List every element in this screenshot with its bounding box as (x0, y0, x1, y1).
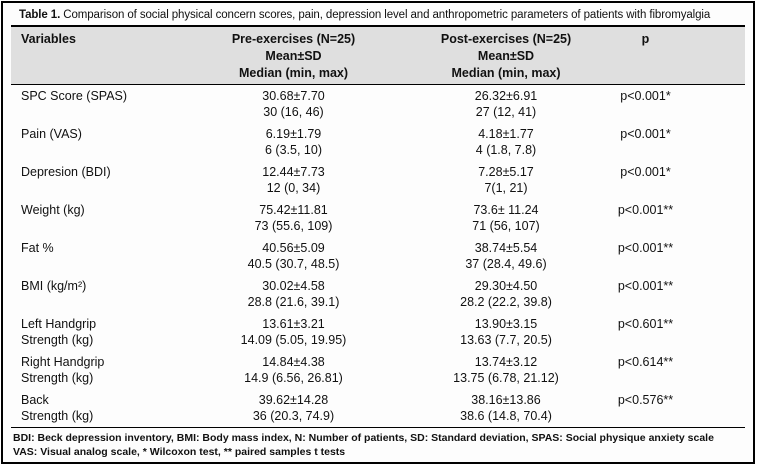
table-content: Table 1. Comparison of social physical c… (11, 3, 745, 463)
row-variable-line2 (21, 104, 181, 120)
cell-pre-median: 30 (16, 46) (263, 105, 324, 119)
cell-post-mean: 73.6± 11.24 (473, 203, 539, 217)
table-row: Weight (kg) 75.42±11.81 73 (55.6, 109) 7… (11, 199, 745, 237)
cell-p-value: p<0.001** (617, 241, 674, 255)
table-row: Depresion (BDI) 12.44±7.73 12 (0, 34) 7.… (11, 161, 745, 199)
cell-pre-median: 12 (0, 34) (266, 181, 321, 195)
cell-p-value: p<0.576** (617, 393, 674, 407)
cell-post-median: 27 (12, 41) (475, 105, 537, 119)
cell-p-value: p<0.001** (617, 279, 674, 293)
row-variable: Right Handgrip (21, 355, 105, 369)
cell-pre-mean: 40.56±5.09 (262, 241, 325, 255)
table-row: Right Handgrip Strength (kg) 14.84±4.38 … (11, 351, 745, 389)
cell-p-value: p<0.601** (617, 317, 674, 331)
cell-post-mean: 29.30±4.50 (474, 279, 538, 293)
cell-post-mean: 38.74±5.54 (474, 241, 538, 255)
table-row: Fat % 40.56±5.09 40.5 (30.7, 48.5) 38.74… (11, 237, 745, 275)
header-pre-meansd: Mean±SD (265, 49, 322, 63)
cell-post-mean: 13.74±3.12 (474, 355, 538, 369)
cell-post-median: 37 (28.4, 49.6) (465, 257, 547, 271)
header-variables: Variables (21, 32, 76, 46)
table-row: Back Strength (kg) 39.62±14.28 36 (20.3,… (11, 389, 745, 427)
cell-p-value: p<0.614** (617, 355, 674, 369)
row-variable: Pain (VAS) (21, 127, 82, 141)
cell-post-median: 13.75 (6.78, 21.12) (453, 371, 559, 385)
cell-post-median: 13.63 (7.7, 20.5) (460, 333, 552, 347)
cell-pre-median: 14.9 (6.56, 26.81) (244, 371, 343, 385)
cell-post-median: 28.2 (22.2, 39.8) (460, 295, 552, 309)
header-pre-exercises: Pre-exercises (N=25) Mean±SD Median (min… (181, 31, 406, 82)
header-pre-title: Pre-exercises (N=25) (231, 32, 356, 46)
cell-pre-median: 40.5 (30.7, 48.5) (247, 257, 340, 271)
header-p-value: p (641, 32, 650, 46)
cell-post-median: 7(1, 21) (484, 181, 528, 195)
cell-pre-mean: 75.42±11.81 (259, 203, 328, 217)
row-variable: Fat % (21, 241, 54, 255)
cell-post-median: 71 (56, 107) (472, 219, 540, 233)
cell-pre-median: 73 (55.6, 109) (254, 219, 333, 233)
cell-pre-mean: 39.62±14.28 (258, 393, 329, 407)
cell-pre-mean: 14.84±4.38 (262, 355, 325, 369)
cell-pre-median: 28.8 (21.6, 39.1) (247, 295, 340, 309)
table-footnotes: BDI: Beck depression inventory, BMI: Bod… (11, 427, 745, 463)
cell-post-mean: 7.28±5.17 (478, 165, 534, 179)
table-number-label: Table 1. (19, 9, 61, 21)
cell-post-mean: 4.18±1.77 (478, 127, 534, 141)
table-row: Left Handgrip Strength (kg) 13.61±3.21 1… (11, 313, 745, 351)
row-variable: BMI (kg/m²) (21, 279, 87, 293)
cell-p-value: p<0.001* (620, 165, 671, 179)
table-title-text: Comparison of social physical concern sc… (63, 9, 711, 21)
row-variable-line2 (21, 256, 181, 272)
cell-pre-mean: 13.61±3.21 (262, 317, 325, 331)
table-title: Table 1. Comparison of social physical c… (11, 3, 745, 27)
cell-post-mean: 38.16±13.86 (471, 393, 541, 407)
footnote-abbreviations: BDI: Beck depression inventory, BMI: Bod… (13, 432, 714, 444)
row-variable: Weight (kg) (21, 203, 85, 217)
table-row: SPC Score (SPAS) 30.68±7.70 30 (16, 46) … (11, 85, 745, 123)
row-variable-line2 (21, 180, 181, 196)
row-variable-line2 (21, 218, 181, 234)
cell-pre-median: 36 (20.3, 74.9) (252, 409, 335, 423)
cell-post-median: 38.6 (14.8, 70.4) (460, 409, 552, 423)
header-pre-median: Median (min, max) (238, 66, 349, 80)
cell-pre-mean: 30.68±7.70 (262, 89, 325, 103)
footnote-tests: VAS: Visual analog scale, * Wilcoxon tes… (13, 446, 346, 458)
cell-pre-mean: 6.19±1.79 (265, 127, 322, 141)
header-post-median: Median (min, max) (451, 66, 561, 80)
row-variable-line2 (21, 142, 181, 158)
table-header-row: Variables Pre-exercises (N=25) Mean±SD M… (11, 27, 745, 85)
row-variable-line2: Strength (kg) (21, 409, 94, 423)
row-variable-line2 (21, 294, 181, 310)
cell-p-value: p<0.001* (620, 127, 671, 141)
cell-pre-median: 14.09 (5.05, 19.95) (240, 333, 347, 347)
header-post-meansd: Mean±SD (477, 49, 535, 63)
cell-post-mean: 26.32±6.91 (474, 89, 538, 103)
row-variable: SPC Score (SPAS) (21, 89, 128, 103)
row-variable: Left Handgrip (21, 317, 97, 331)
cell-post-median: 4 (1.8, 7.8) (475, 143, 537, 157)
cell-post-mean: 13.90±3.15 (474, 317, 538, 331)
header-post-exercises: Post-exercises (N=25) Mean±SD Median (mi… (406, 31, 606, 82)
row-variable: Back (21, 393, 49, 407)
row-variable: Depresion (BDI) (21, 165, 111, 179)
cell-pre-mean: 30.02±4.58 (262, 279, 325, 293)
cell-pre-median: 6 (3.5, 10) (265, 143, 322, 157)
row-variable-line2: Strength (kg) (21, 371, 94, 385)
table-row: Pain (VAS) 6.19±1.79 6 (3.5, 10) 4.18±1.… (11, 123, 745, 161)
header-post-title: Post-exercises (N=25) (440, 32, 572, 46)
cell-p-value: p<0.001** (617, 203, 674, 217)
cell-pre-mean: 12.44±7.73 (262, 165, 325, 179)
row-variable-line2: Strength (kg) (21, 333, 94, 347)
table-row: BMI (kg/m²) 30.02±4.58 28.8 (21.6, 39.1)… (11, 275, 745, 313)
cell-p-value: p<0.001* (620, 89, 671, 103)
table-body: SPC Score (SPAS) 30.68±7.70 30 (16, 46) … (11, 85, 745, 427)
